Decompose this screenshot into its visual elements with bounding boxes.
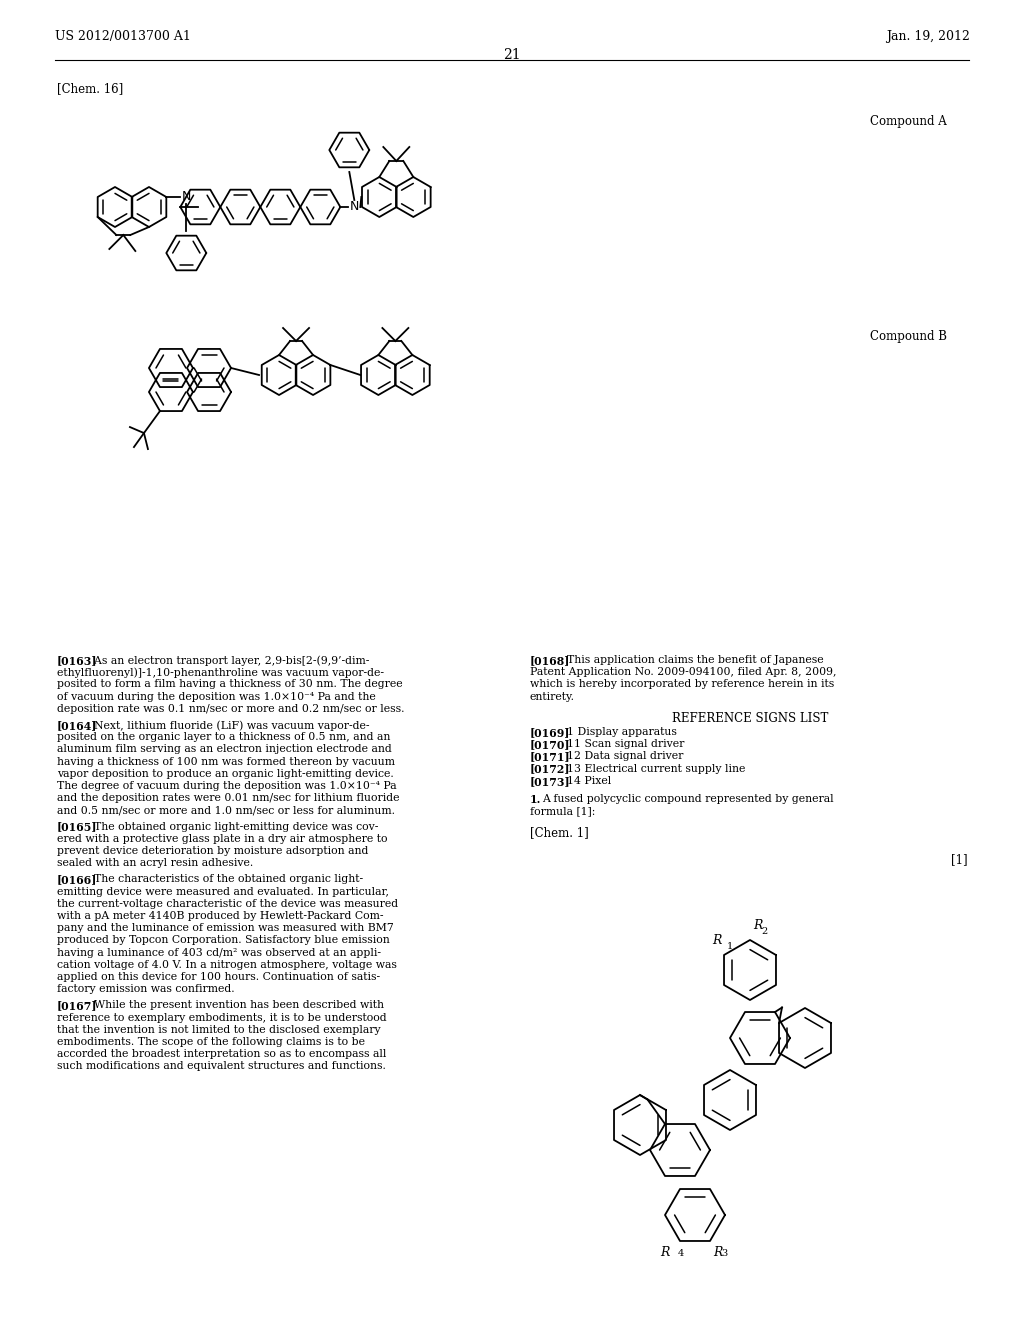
Text: 14 Pixel: 14 Pixel xyxy=(560,776,611,785)
Text: having a luminance of 403 cd/m² was observed at an appli-: having a luminance of 403 cd/m² was obse… xyxy=(57,948,381,957)
Text: [1]: [1] xyxy=(951,854,968,867)
Text: reference to exemplary embodiments, it is to be understood: reference to exemplary embodiments, it i… xyxy=(57,1012,387,1023)
Text: posited to form a film having a thickness of 30 nm. The degree: posited to form a film having a thicknes… xyxy=(57,680,402,689)
Text: vapor deposition to produce an organic light-emitting device.: vapor deposition to produce an organic l… xyxy=(57,768,394,779)
Text: Compound B: Compound B xyxy=(870,330,947,343)
Text: US 2012/0013700 A1: US 2012/0013700 A1 xyxy=(55,30,190,44)
Text: 1 Display apparatus: 1 Display apparatus xyxy=(560,727,677,737)
Text: Patent Application No. 2009-094100, filed Apr. 8, 2009,: Patent Application No. 2009-094100, file… xyxy=(530,667,837,677)
Text: The obtained organic light-emitting device was cov-: The obtained organic light-emitting devi… xyxy=(87,821,379,832)
Text: factory emission was confirmed.: factory emission was confirmed. xyxy=(57,985,234,994)
Text: Jan. 19, 2012: Jan. 19, 2012 xyxy=(886,30,970,44)
Text: formula [1]:: formula [1]: xyxy=(530,807,595,816)
Text: cation voltage of 4.0 V. In a nitrogen atmosphere, voltage was: cation voltage of 4.0 V. In a nitrogen a… xyxy=(57,960,397,970)
Text: deposition rate was 0.1 nm/sec or more and 0.2 nm/sec or less.: deposition rate was 0.1 nm/sec or more a… xyxy=(57,704,404,714)
Text: 3: 3 xyxy=(721,1249,727,1258)
Text: N: N xyxy=(181,190,191,202)
Text: embodiments. The scope of the following claims is to be: embodiments. The scope of the following … xyxy=(57,1038,365,1047)
Text: R: R xyxy=(713,935,722,946)
Text: such modifications and equivalent structures and functions.: such modifications and equivalent struct… xyxy=(57,1061,386,1072)
Text: with a pA meter 4140B produced by Hewlett-Packard Com-: with a pA meter 4140B produced by Hewlet… xyxy=(57,911,384,921)
Text: [0170]: [0170] xyxy=(530,739,570,750)
Text: [0168]: [0168] xyxy=(530,655,570,667)
Text: ered with a protective glass plate in a dry air atmosphere to: ered with a protective glass plate in a … xyxy=(57,834,387,843)
Text: aluminum film serving as an electron injection electrode and: aluminum film serving as an electron inj… xyxy=(57,744,392,755)
Text: R: R xyxy=(713,1246,722,1259)
Text: and 0.5 nm/sec or more and 1.0 nm/sec or less for aluminum.: and 0.5 nm/sec or more and 1.0 nm/sec or… xyxy=(57,805,395,816)
Text: which is hereby incorporated by reference herein in its: which is hereby incorporated by referenc… xyxy=(530,680,835,689)
Text: [0166]: [0166] xyxy=(57,874,97,886)
Text: [0173]: [0173] xyxy=(530,776,570,787)
Text: [Chem. 16]: [Chem. 16] xyxy=(57,82,123,95)
Text: [Chem. 1]: [Chem. 1] xyxy=(530,826,589,840)
Text: emitting device were measured and evaluated. In particular,: emitting device were measured and evalua… xyxy=(57,887,389,896)
Text: Next, lithium fluoride (LiF) was vacuum vapor-de-: Next, lithium fluoride (LiF) was vacuum … xyxy=(87,719,370,730)
Text: 11 Scan signal driver: 11 Scan signal driver xyxy=(560,739,684,750)
Text: [0164]: [0164] xyxy=(57,719,97,731)
Text: [0163]: [0163] xyxy=(57,655,97,667)
Text: A fused polycyclic compound represented by general: A fused polycyclic compound represented … xyxy=(542,795,834,804)
Text: that the invention is not limited to the disclosed exemplary: that the invention is not limited to the… xyxy=(57,1024,381,1035)
Text: 21: 21 xyxy=(503,48,521,62)
Text: 1: 1 xyxy=(727,942,733,950)
Text: posited on the organic layer to a thickness of 0.5 nm, and an: posited on the organic layer to a thickn… xyxy=(57,733,390,742)
Text: of vacuum during the deposition was 1.0×10⁻⁴ Pa and the: of vacuum during the deposition was 1.0×… xyxy=(57,692,376,702)
Text: 1.: 1. xyxy=(530,795,542,805)
Text: 2: 2 xyxy=(761,927,767,936)
Text: produced by Topcon Corporation. Satisfactory blue emission: produced by Topcon Corporation. Satisfac… xyxy=(57,936,390,945)
Text: 13 Electrical current supply line: 13 Electrical current supply line xyxy=(560,763,745,774)
Text: As an electron transport layer, 2,9-bis[2-(9,9’-dim-: As an electron transport layer, 2,9-bis[… xyxy=(87,655,370,665)
Text: [0167]: [0167] xyxy=(57,1001,97,1011)
Text: The characteristics of the obtained organic light-: The characteristics of the obtained orga… xyxy=(87,874,364,884)
Text: Compound A: Compound A xyxy=(870,115,947,128)
Text: prevent device deterioration by moisture adsorption and: prevent device deterioration by moisture… xyxy=(57,846,369,855)
Text: [0165]: [0165] xyxy=(57,821,97,833)
Text: the current-voltage characteristic of the device was measured: the current-voltage characteristic of th… xyxy=(57,899,398,908)
Text: The degree of vacuum during the deposition was 1.0×10⁻⁴ Pa: The degree of vacuum during the depositi… xyxy=(57,781,396,791)
Text: applied on this device for 100 hours. Continuation of satis-: applied on this device for 100 hours. Co… xyxy=(57,972,380,982)
Text: R: R xyxy=(660,1246,670,1259)
Text: N: N xyxy=(349,199,359,213)
Text: REFERENCE SIGNS LIST: REFERENCE SIGNS LIST xyxy=(672,711,828,725)
Text: ethylfluorenyl)]-1,10-phenanthroline was vacuum vapor-de-: ethylfluorenyl)]-1,10-phenanthroline was… xyxy=(57,667,384,677)
Text: While the present invention has been described with: While the present invention has been des… xyxy=(87,1001,384,1010)
Text: entirety.: entirety. xyxy=(530,692,575,702)
Text: pany and the luminance of emission was measured with BM7: pany and the luminance of emission was m… xyxy=(57,923,394,933)
Text: sealed with an acryl resin adhesive.: sealed with an acryl resin adhesive. xyxy=(57,858,253,869)
Text: and the deposition rates were 0.01 nm/sec for lithium fluoride: and the deposition rates were 0.01 nm/se… xyxy=(57,793,399,803)
Text: 12 Data signal driver: 12 Data signal driver xyxy=(560,751,683,762)
Text: having a thickness of 100 nm was formed thereon by vacuum: having a thickness of 100 nm was formed … xyxy=(57,756,395,767)
Text: 4: 4 xyxy=(678,1249,684,1258)
Text: [0171]: [0171] xyxy=(530,751,570,763)
Text: accorded the broadest interpretation so as to encompass all: accorded the broadest interpretation so … xyxy=(57,1049,386,1059)
Text: [0172]: [0172] xyxy=(530,763,570,775)
Text: This application claims the benefit of Japanese: This application claims the benefit of J… xyxy=(560,655,823,665)
Text: R: R xyxy=(753,919,763,932)
Text: [0169]: [0169] xyxy=(530,727,570,738)
